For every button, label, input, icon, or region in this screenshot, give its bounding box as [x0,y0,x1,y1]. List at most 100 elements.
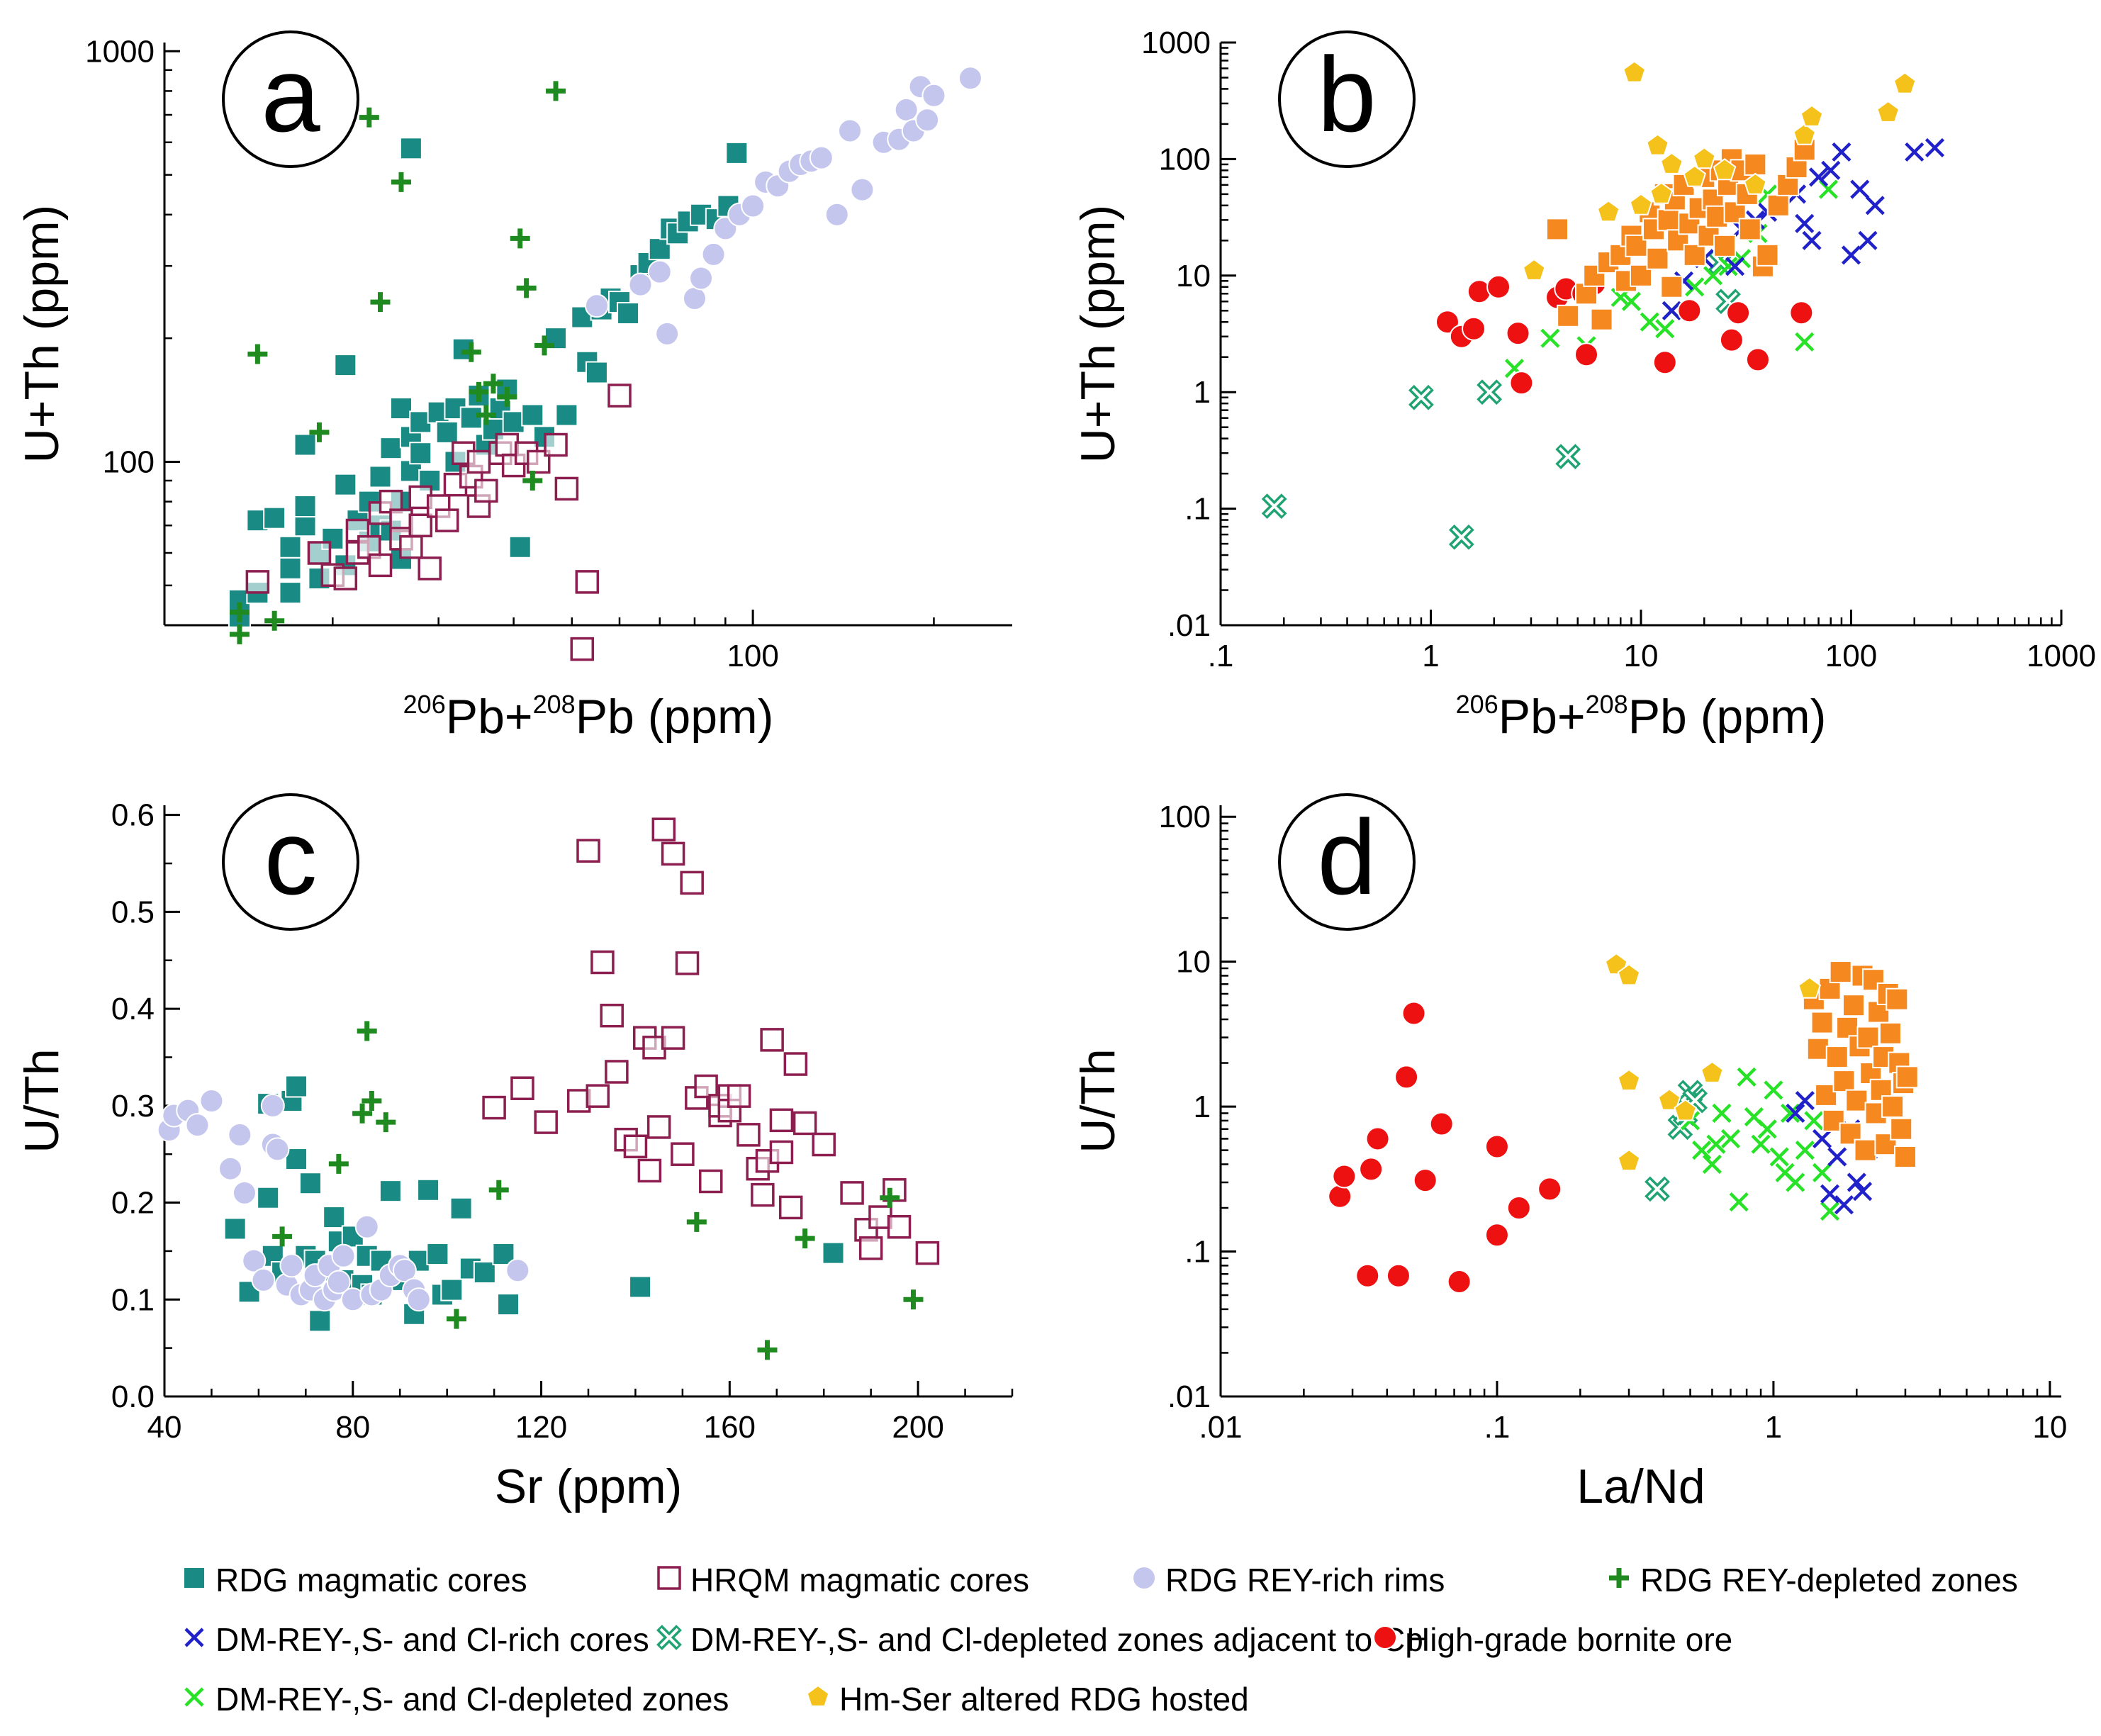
data-point [1827,1147,1847,1167]
data-point [218,1156,243,1181]
data-point [406,1287,431,1312]
y-tick-label: 10 [1176,945,1211,980]
data-point [1720,1129,1741,1149]
data-point [1825,1046,1849,1069]
series-rdg_depl [272,1021,924,1360]
data-point [466,449,491,474]
legend-marker [656,1625,682,1650]
data-point [505,1258,530,1283]
data-point [628,272,653,297]
data-point [1659,152,1683,174]
data-point [1557,304,1580,327]
data-point [682,286,707,311]
data-point [1462,316,1486,341]
data-point [379,437,403,460]
data-point [323,1206,346,1229]
legend-marker [184,1628,204,1647]
chart-panel-a: 100 100 1000 206Pb+208Pb (ppm) U+Th (ppm) a [15,30,1012,744]
legend-item: RDG REY-rich rims [1132,1562,1445,1598]
panel-label: c [264,797,318,917]
data-point [1706,1134,1726,1154]
data-point [502,410,525,434]
x-tick-label: 100 [727,639,778,673]
legend-label: DM-REY-,S- and Cl-depleted zones [215,1681,729,1718]
legend-item: High-grade bornite ore [1373,1621,1732,1658]
data-point [389,397,413,420]
data-point [590,950,615,975]
legend-item: DM-REY-,S- and Cl-depleted zones [184,1681,729,1718]
data-point [1649,181,1674,204]
x-tick-label: .1 [1208,639,1234,673]
chart-panel-d: .01 .1 1 10 .01 .1 1 10 100 La/Nd U/Th d [1071,793,2067,1513]
x-label-part: Pb (ppm) [1628,690,1827,744]
data-point [741,194,766,218]
data-point [1429,1111,1454,1136]
data-point [1834,1195,1854,1215]
data-point [1769,1147,1789,1167]
data-point [921,83,946,108]
data-point [370,292,391,313]
data-point [418,556,442,581]
data-point [1540,328,1560,348]
data-point [440,1278,464,1301]
data-point [309,422,330,442]
data-point [915,1241,940,1265]
series-orange_sq [1802,961,1919,1168]
data-point [1713,158,1737,181]
data-point [1745,347,1770,372]
data-point [1685,277,1705,297]
data-point [474,478,498,503]
data-point [727,1084,751,1108]
data-point [229,602,250,622]
data-point [1506,321,1530,346]
data-point [769,1140,794,1165]
data-point [1905,142,1924,162]
data-point [1555,444,1581,469]
data-point [607,383,632,408]
data-point [675,951,700,975]
legend-item: Hm-Ser altered RDG hosted [806,1681,1249,1718]
data-point [1692,1141,1712,1160]
data-point [701,242,726,267]
data-point [473,1260,496,1284]
data-point [469,381,489,402]
marker-inner [1452,527,1472,547]
data-point [1702,1154,1722,1175]
data-point [1486,274,1511,299]
data-point [279,535,302,559]
data-point [1865,196,1885,215]
data-point [1852,1182,1873,1202]
marker-inner [1558,447,1578,466]
legend-label: RDG REY-rich rims [1165,1562,1445,1598]
marker-inner [1479,382,1499,402]
panel-label: d [1317,797,1376,917]
data-point [1652,350,1677,375]
data-point [376,1112,396,1133]
x-label-part: Pb (ppm) [576,690,774,744]
data-point [399,535,423,559]
y-tick-label: 0.0 [111,1379,155,1414]
data-point [1725,257,1745,276]
data-point [887,1214,912,1239]
data-point [1786,1103,1805,1124]
data-point [1640,312,1659,332]
data-point [576,839,600,863]
data-point [783,1052,808,1076]
data-point [1743,172,1767,195]
data-point [497,1293,520,1316]
panel-label-circle [1278,793,1416,931]
data-point [1829,961,1852,984]
data-point [476,405,496,425]
data-point [1881,1095,1905,1119]
data-point [586,1084,610,1108]
legend-label: RDG magmatic cores [215,1562,527,1598]
marker-inner [1647,1179,1667,1199]
data-point [334,473,357,496]
legend-label: Hm-Ser altered RDG hosted [839,1681,1249,1718]
data-point [510,228,530,249]
data-point [1683,164,1707,187]
data-point [1812,1163,1832,1182]
data-point [1858,230,1878,250]
data-point [1509,371,1534,396]
